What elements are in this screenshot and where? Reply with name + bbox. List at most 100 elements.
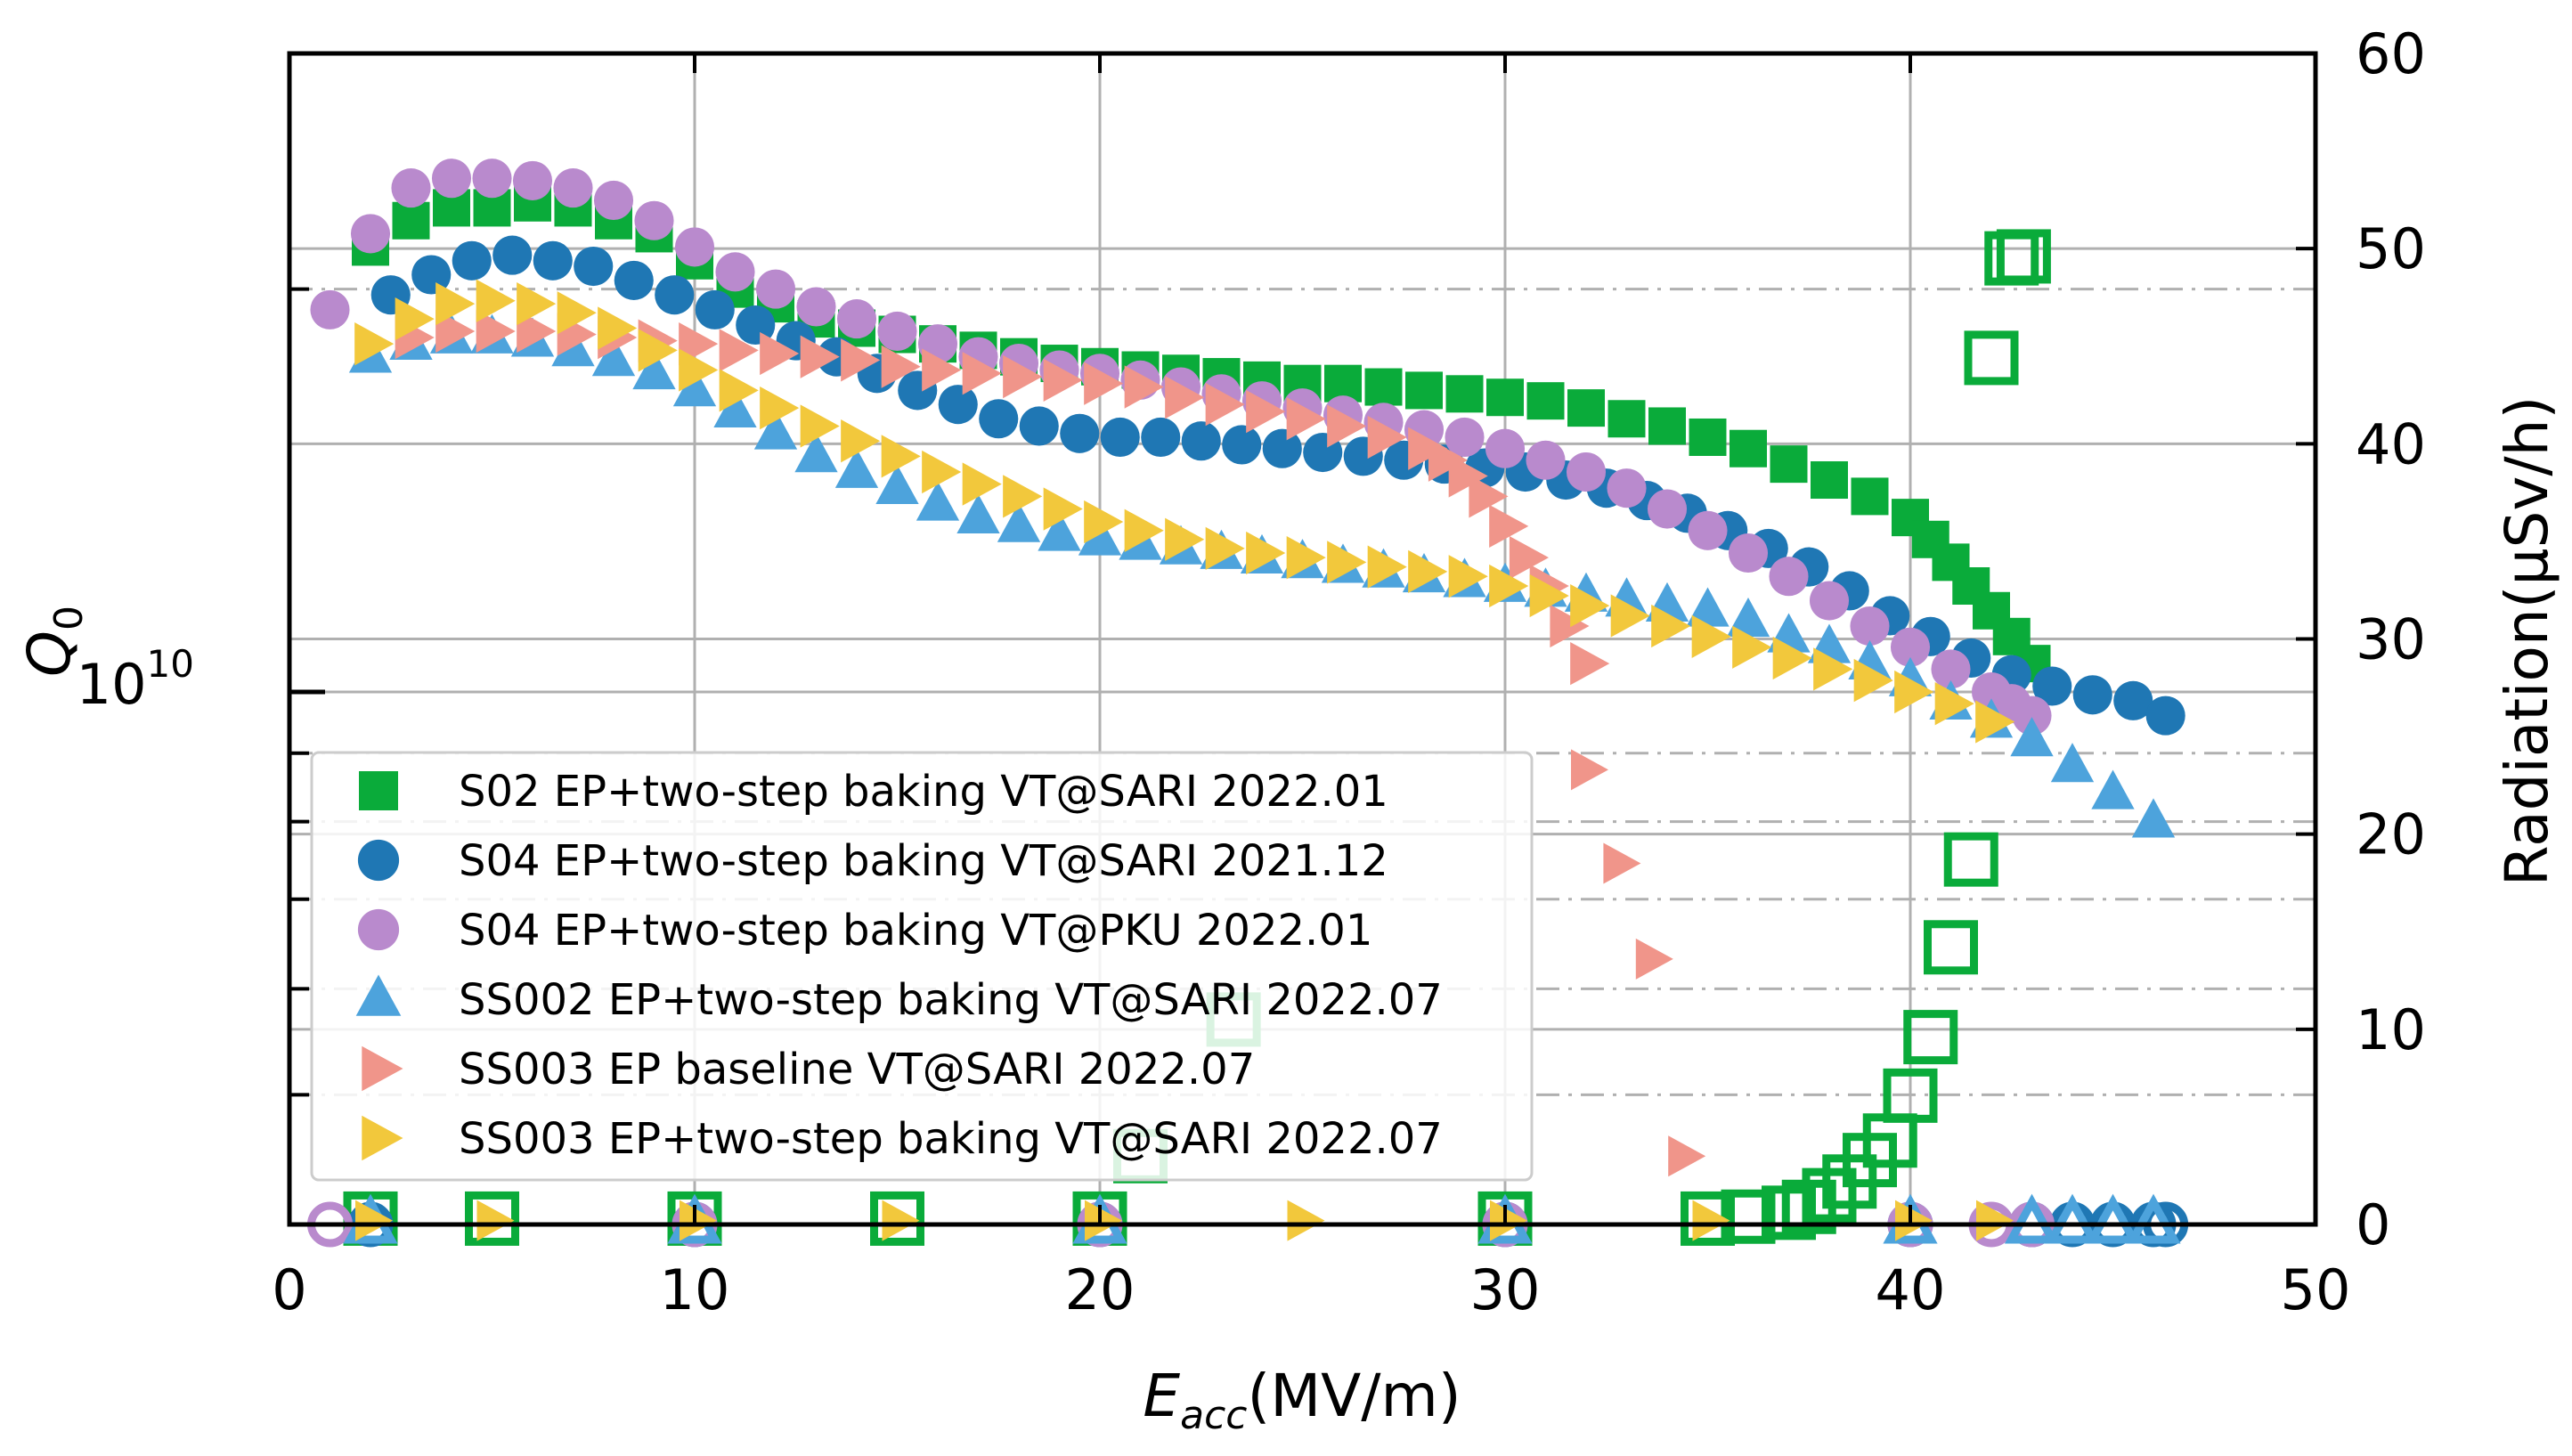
q0-point xyxy=(916,481,960,521)
q0-point xyxy=(2010,717,2054,757)
y2-tick-label: 10 xyxy=(2356,997,2426,1062)
q0-point xyxy=(2012,695,2052,736)
radiation-point xyxy=(355,1200,393,1241)
q0-point xyxy=(1489,564,1529,608)
q0-point xyxy=(679,348,719,392)
radiation-point xyxy=(1692,1200,1730,1241)
q0-point xyxy=(877,311,917,352)
q0-point xyxy=(1019,406,1059,446)
q0-point xyxy=(1262,428,1302,468)
radiation-point xyxy=(476,1200,515,1241)
q0-point xyxy=(2145,695,2185,736)
q0-point xyxy=(476,279,516,322)
q0-point xyxy=(1286,397,1326,441)
legend-frame xyxy=(310,751,1534,1182)
radiation-point xyxy=(2004,1193,2060,1244)
q0-point xyxy=(2050,743,2095,783)
q0-point xyxy=(1428,438,1468,482)
q0-point xyxy=(1934,682,1974,726)
q0-point xyxy=(1060,413,1100,453)
q0-point xyxy=(1894,670,1934,714)
q0-point xyxy=(1975,700,2015,744)
radiation-point xyxy=(1943,832,1998,887)
radiation-point xyxy=(1085,1200,1122,1241)
y2-axis-title: Radiation(μSv/h) xyxy=(2493,396,2561,886)
q0-point xyxy=(411,255,452,295)
y-axis-title: Q0 xyxy=(15,606,92,677)
q0-point xyxy=(753,410,798,450)
q0-point xyxy=(557,291,597,335)
q0-point xyxy=(1691,614,1731,658)
q0-point xyxy=(1489,504,1529,549)
q0-point xyxy=(1509,536,1549,580)
radiation-point xyxy=(2045,1193,2100,1244)
q0-point xyxy=(1689,418,1727,456)
q0-point xyxy=(1813,647,1853,691)
q0-point xyxy=(1570,583,1610,628)
q0-point xyxy=(1607,468,1647,508)
x-tick-label: 40 xyxy=(1876,1257,1946,1322)
q0-point xyxy=(354,322,395,366)
x-axis-title: Eacc(MV/m) xyxy=(1143,1362,1461,1438)
q0-point xyxy=(1084,362,1124,405)
q0-point xyxy=(938,385,978,425)
q0-point xyxy=(1526,382,1565,420)
q0-point xyxy=(533,240,573,281)
q0-point xyxy=(1570,642,1610,686)
q0-series-5 xyxy=(354,279,2015,744)
q0-point xyxy=(435,309,476,354)
q0-point xyxy=(979,399,1019,439)
radiation-point xyxy=(870,1191,924,1246)
q0-point xyxy=(655,275,695,315)
q0-point xyxy=(591,337,636,377)
q0-point xyxy=(1445,375,1484,413)
y2-tick-label: 30 xyxy=(2356,607,2426,672)
q0-point xyxy=(760,331,800,376)
q0-point xyxy=(1246,531,1286,575)
q0-point xyxy=(1931,649,1971,689)
q0-point xyxy=(713,387,757,427)
q0-point xyxy=(472,159,512,199)
q0-point xyxy=(1222,425,1262,465)
legend-marker xyxy=(362,1045,403,1092)
q0-point xyxy=(391,168,431,208)
x-tick-label: 10 xyxy=(660,1257,730,1322)
q0-point xyxy=(800,404,840,448)
legend-label: S04 EP+two-step baking VT@PKU 2022.01 xyxy=(459,906,1372,956)
q0-point xyxy=(841,338,881,382)
q0-point xyxy=(1367,545,1407,589)
legend-label: SS003 EP+two-step baking VT@SARI 2022.07 xyxy=(459,1114,1443,1164)
radiation-point xyxy=(1924,920,1978,975)
q0-point xyxy=(553,168,593,208)
q0-point xyxy=(1651,604,1691,648)
q0-point xyxy=(800,335,840,378)
radiation-series-0 xyxy=(343,229,2051,1246)
radiation-point xyxy=(2085,1193,2141,1244)
radiation-point xyxy=(680,1200,717,1241)
q0-point xyxy=(1730,429,1767,468)
q0-point xyxy=(2113,680,2153,720)
q0-point xyxy=(517,281,557,326)
q0-point xyxy=(1566,451,1607,492)
radiation-point xyxy=(1490,1200,1527,1241)
legend-marker xyxy=(357,908,400,951)
q0-point xyxy=(1084,500,1124,544)
q0-point xyxy=(1286,536,1326,580)
q0-point xyxy=(1770,445,1808,484)
q0-point xyxy=(1364,368,1403,406)
radiation-point xyxy=(2126,1193,2181,1244)
q0-point xyxy=(350,214,391,254)
y2-tick-label: 0 xyxy=(2356,1192,2390,1257)
q0-point xyxy=(1485,428,1526,468)
q0-point xyxy=(392,201,430,240)
q0-point xyxy=(1124,365,1164,409)
q0-point xyxy=(1809,581,1850,621)
q0-point xyxy=(1327,541,1367,584)
q0-point xyxy=(1890,627,1931,667)
q0-point xyxy=(1043,358,1083,403)
q0-point xyxy=(593,180,634,221)
q0-point xyxy=(1100,417,1140,458)
q0-point xyxy=(1165,376,1205,419)
x-tick-label: 50 xyxy=(2281,1257,2351,1322)
q0-point xyxy=(1003,475,1043,518)
